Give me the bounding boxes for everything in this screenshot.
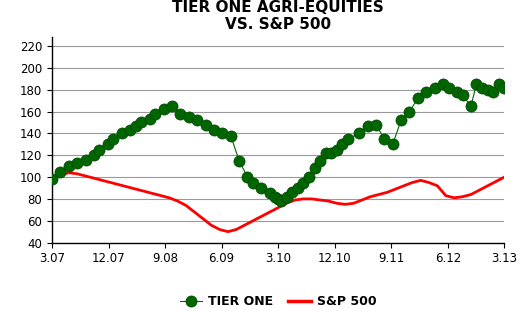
Legend: TIER ONE, S&P 500: TIER ONE, S&P 500: [175, 290, 382, 311]
Title: TIER ONE AGRI-EQUITIES
VS. S&P 500: TIER ONE AGRI-EQUITIES VS. S&P 500: [172, 0, 384, 32]
